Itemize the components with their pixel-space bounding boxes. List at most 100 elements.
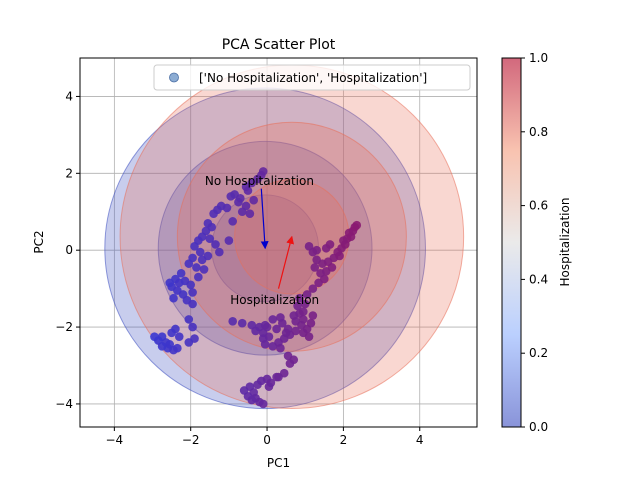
data-point: [335, 251, 344, 261]
data-point: [167, 328, 176, 338]
plot-frame: [79, 57, 478, 428]
data-point: [344, 228, 354, 238]
data-point: [304, 242, 314, 251]
colorbar-tick-label: 0.0: [529, 420, 548, 434]
x-axis-label: PC1: [267, 456, 290, 470]
data-point: [276, 313, 285, 322]
chart-title: PCA Scatter Plot: [222, 37, 336, 53]
data-point: [289, 311, 299, 320]
colorbar-tick-label: 0.4: [529, 272, 548, 286]
x-tick-label: 4: [416, 433, 424, 447]
loading-arrows: No Hospitalization Hospitalization: [205, 174, 319, 307]
data-point: [188, 322, 197, 332]
data-point: [224, 236, 234, 245]
data-point: [188, 299, 197, 309]
data-point: [316, 268, 325, 278]
scatter-points: [150, 167, 362, 409]
data-point: [194, 272, 203, 282]
data-point: [241, 201, 251, 211]
arrow-label: No Hospitalization: [205, 174, 314, 188]
data-point: [308, 284, 318, 293]
x-tick-label: −2: [182, 433, 200, 447]
data-point: [285, 359, 295, 368]
data-point: [300, 299, 310, 309]
data-point: [211, 240, 220, 249]
data-point: [169, 293, 178, 303]
data-point: [203, 251, 213, 261]
data-point: [306, 318, 316, 328]
data-point: [174, 332, 184, 341]
colorbar-tick-label: 0.8: [529, 125, 548, 139]
axis-ticks: −4 −2 0 2 4 −4 −2 0 2 4: [55, 89, 423, 447]
colorbar-tick-label: 0.6: [529, 199, 548, 213]
data-point: [192, 263, 201, 272]
colorbar-ticks: 0.0 0.2 0.4 0.6 0.8 1.0: [521, 51, 548, 434]
data-point: [190, 242, 199, 251]
data-point: [262, 322, 272, 332]
data-point: [293, 301, 302, 311]
data-point: [245, 209, 255, 218]
data-point: [308, 311, 318, 320]
data-point: [276, 343, 285, 353]
data-point: [253, 380, 262, 390]
data-point: [291, 326, 300, 336]
data-point: [226, 192, 236, 201]
data-point: [237, 318, 247, 328]
data-point: [184, 315, 194, 324]
data-point: [304, 332, 314, 341]
legend: ['No Hospitalization', 'Hospitalization'…: [153, 64, 471, 91]
data-point: [165, 278, 175, 288]
data-point: [228, 217, 237, 226]
x-tick-label: −4: [106, 433, 124, 447]
arrow-label: Hospitalization: [230, 293, 319, 307]
data-point: [234, 197, 243, 207]
arrow-line: [260, 188, 269, 250]
data-point: [339, 236, 348, 245]
data-point: [249, 195, 258, 205]
data-point: [247, 395, 257, 405]
y-axis-label: PC2: [32, 230, 46, 253]
legend-box: [153, 64, 471, 91]
data-point: [184, 338, 194, 347]
data-point: [325, 240, 335, 249]
legend-label: ['No Hospitalization', 'Hospitalization'…: [199, 71, 427, 85]
data-point: [312, 245, 321, 255]
data-point: [199, 265, 209, 274]
data-point: [327, 263, 337, 272]
data-point: [157, 341, 167, 351]
data-point: [186, 280, 196, 290]
data-point: [195, 247, 205, 257]
x-tick-label: 2: [340, 433, 348, 447]
data-point: [209, 209, 218, 218]
colorbar: 0.0 0.2 0.4 0.6 0.8 1.0 Hospitalization: [501, 51, 572, 434]
y-tick-label: 4: [65, 89, 73, 103]
plot-area: [80, 58, 477, 427]
y-tick-label: −2: [55, 320, 73, 334]
data-point: [188, 288, 197, 297]
data-point: [299, 307, 308, 316]
colorbar-gradient: [502, 58, 521, 427]
data-point: [274, 372, 283, 382]
data-point: [173, 343, 182, 353]
data-point: [239, 386, 249, 395]
data-point: [243, 186, 253, 195]
data-point: [251, 326, 260, 336]
colorbar-label: Hospitalization: [558, 198, 572, 287]
colorbar-frame: [501, 57, 522, 428]
y-tick-label: −4: [55, 397, 73, 411]
data-point: [228, 316, 237, 326]
data-point: [352, 220, 362, 230]
data-point: [184, 259, 194, 268]
data-point: [260, 340, 270, 349]
data-point: [264, 382, 274, 391]
data-point: [174, 278, 184, 288]
data-point: [295, 293, 304, 303]
data-point: [150, 332, 159, 341]
data-point: [312, 255, 321, 265]
data-point: [283, 324, 293, 334]
data-point: [205, 234, 215, 243]
data-point: [176, 268, 186, 278]
data-point: [302, 290, 312, 299]
arrow-line: [277, 235, 294, 289]
